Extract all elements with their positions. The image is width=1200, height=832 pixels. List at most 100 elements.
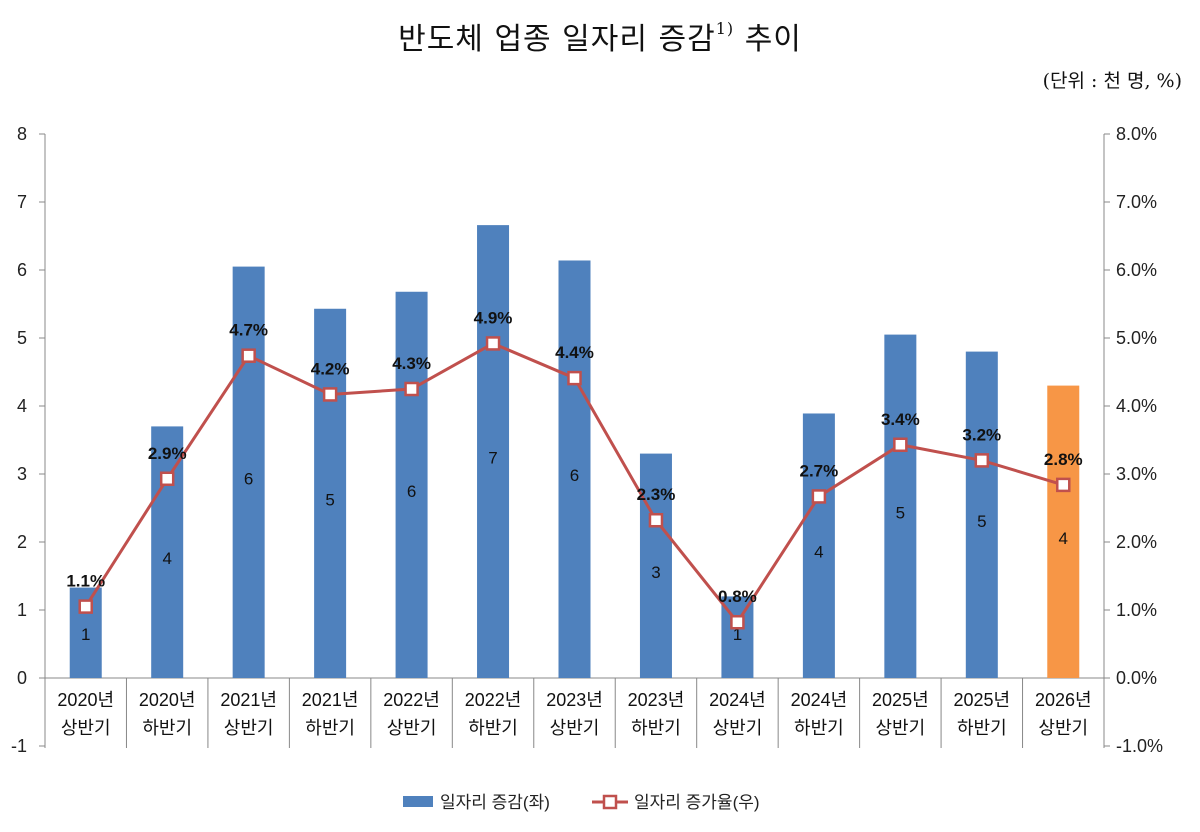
left-tick-label: 6 [17, 260, 27, 280]
x-tick-label-year: 2020년 [57, 690, 114, 710]
x-tick-label-year: 2024년 [709, 690, 766, 710]
x-tick-label-half: 상반기 [387, 718, 437, 738]
x-tick-label-half: 상반기 [224, 718, 274, 738]
x-tick-label-half: 하반기 [468, 718, 518, 738]
bar-value-label: 7 [488, 449, 497, 468]
line-value-label: 4.9% [474, 308, 513, 327]
x-tick-label-year: 2025년 [872, 690, 929, 710]
x-tick-label-half: 상반기 [61, 718, 111, 738]
bar-value-label: 6 [407, 482, 416, 501]
line-value-label: 4.2% [311, 359, 350, 378]
right-tick-label: 6.0% [1116, 260, 1157, 280]
x-tick-label-year: 2023년 [546, 690, 603, 710]
line-marker [893, 437, 908, 453]
x-tick-label-half: 하반기 [305, 718, 355, 738]
right-tick-label: 8.0% [1116, 124, 1157, 144]
x-tick-label-year: 2020년 [139, 690, 196, 710]
chart-title: 반도체 업종 일자리 증감1) 추이 [0, 14, 1200, 58]
left-tick-label: 1 [17, 600, 27, 620]
right-tick-label: 3.0% [1116, 464, 1157, 484]
bar [558, 260, 591, 678]
line-value-label: 4.7% [229, 321, 268, 340]
bar [802, 413, 835, 678]
line-marker [78, 599, 93, 614]
x-tick-label-year: 2022년 [383, 690, 440, 710]
bar-value-label: 1 [81, 625, 90, 644]
x-tick-label-half: 하반기 [142, 718, 192, 738]
left-tick-label: -1 [11, 736, 27, 756]
right-tick-label: 0.0% [1116, 668, 1157, 688]
line-value-label: 4.3% [392, 354, 431, 373]
bar [151, 426, 184, 678]
bar-value-label: 6 [244, 469, 253, 488]
line-value-label: 4.4% [555, 343, 594, 362]
line-marker [567, 370, 582, 386]
left-tick-label: 8 [17, 124, 27, 144]
line-marker [1056, 477, 1071, 493]
chart-title-suffix: 추이 [744, 22, 802, 57]
x-tick-label-half: 상반기 [876, 718, 926, 738]
chart-title-footnote: 1) [715, 19, 735, 38]
bar [965, 351, 998, 678]
right-tick-label: 5.0% [1116, 328, 1157, 348]
line-value-label: 3.2% [962, 425, 1001, 444]
x-tick-label-year: 2021년 [220, 690, 277, 710]
x-tick-label-year: 2021년 [302, 690, 359, 710]
bar-value-label: 1 [733, 625, 742, 644]
bar-value-label: 4 [162, 549, 171, 568]
line-value-label: 3.4% [881, 410, 920, 429]
left-tick-label: 7 [17, 192, 27, 212]
x-tick-label-half: 하반기 [631, 718, 681, 738]
line-marker [811, 489, 827, 504]
x-tick-label-half: 상반기 [1038, 718, 1088, 738]
right-tick-label: 7.0% [1116, 192, 1157, 212]
bar [314, 308, 347, 678]
bar [395, 291, 428, 678]
line-value-label: 2.9% [148, 444, 187, 463]
bar-value-label: 5 [896, 503, 905, 522]
x-tick-label-year: 2026년 [1035, 690, 1092, 710]
bar-value-label: 5 [325, 490, 334, 509]
legend-label-bar: 일자리 증감(좌) [440, 793, 550, 812]
legend-swatch-bar [403, 796, 433, 807]
line-marker [485, 336, 501, 351]
left-tick-label: 2 [17, 532, 27, 552]
line-marker [241, 348, 256, 363]
bar-value-label: 4 [1059, 529, 1068, 548]
bar-value-label: 5 [977, 512, 986, 531]
x-tick-label-year: 2023년 [628, 690, 685, 710]
x-tick-label-half: 하반기 [794, 718, 844, 738]
line-value-label: 1.1% [66, 572, 105, 591]
chart-title-text: 반도체 업종 일자리 증감 [398, 22, 716, 57]
line-value-label: 2.3% [637, 485, 676, 504]
legend-swatch-marker [602, 794, 618, 810]
left-tick-label: 5 [17, 328, 27, 348]
x-tick-label-half: 하반기 [957, 718, 1007, 738]
line-marker [159, 471, 175, 487]
x-tick-label-half: 상반기 [713, 718, 763, 738]
bar-value-label: 6 [570, 466, 579, 485]
bar [1047, 385, 1080, 678]
bar [232, 266, 265, 678]
bar-value-label: 4 [814, 543, 823, 562]
right-tick-label: 2.0% [1116, 532, 1157, 552]
line-value-label: 0.8% [718, 587, 757, 606]
bar [477, 225, 510, 678]
line-marker [322, 387, 338, 402]
x-tick-label-year: 2024년 [791, 690, 848, 710]
unit-label: (단위 : 천 명, %) [1042, 70, 1182, 92]
legend-label-line: 일자리 증가율(우) [634, 793, 760, 812]
line-marker [648, 512, 664, 528]
x-tick-label-half: 상반기 [550, 718, 600, 738]
left-tick-label: 0 [17, 668, 27, 688]
line-value-label: 2.8% [1044, 450, 1083, 469]
left-tick-label: 3 [17, 464, 27, 484]
right-tick-label: -1.0% [1116, 736, 1163, 756]
line-marker [730, 614, 745, 630]
line-marker [974, 453, 990, 468]
x-tick-label-year: 2025년 [954, 690, 1011, 710]
left-tick-label: 4 [17, 396, 27, 416]
right-tick-label: 4.0% [1116, 396, 1157, 416]
